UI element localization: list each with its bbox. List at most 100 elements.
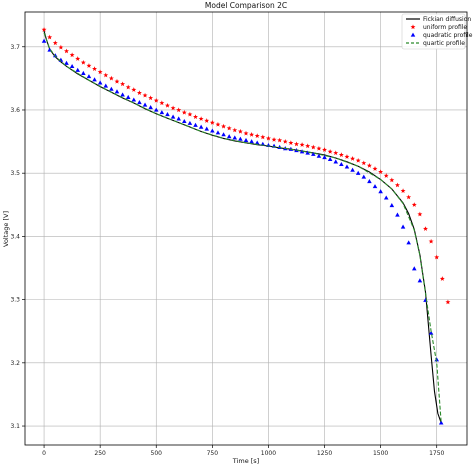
quadratic-profile-point bbox=[383, 195, 389, 200]
quadratic-profile-point bbox=[86, 74, 92, 79]
legend-label: Fickian diffusion bbox=[423, 16, 471, 23]
legend-swatch-uniform bbox=[410, 24, 416, 30]
quartic-profile-line bbox=[43, 32, 442, 423]
uniform-profile-point bbox=[249, 132, 255, 137]
uniform-profile-point bbox=[271, 137, 277, 142]
uniform-profile-point bbox=[294, 141, 299, 147]
uniform-profile-point bbox=[423, 226, 428, 231]
uniform-profile-point bbox=[305, 143, 311, 149]
uniform-profile-point bbox=[153, 97, 159, 103]
quadratic-profile-point bbox=[131, 97, 137, 102]
quadratic-profile-point bbox=[69, 63, 75, 69]
quadratic-profile-point bbox=[434, 357, 439, 362]
uniform-profile-point bbox=[406, 194, 412, 200]
x-tick-label: 1750 bbox=[429, 450, 444, 457]
quadratic-profile-point bbox=[389, 203, 395, 208]
uniform-profile-point bbox=[64, 48, 69, 54]
quadratic-profile-point bbox=[41, 38, 47, 43]
quadratic-profile-point bbox=[232, 135, 238, 140]
x-tick-label: 250 bbox=[94, 450, 106, 457]
quadratic-profile-point bbox=[372, 184, 378, 189]
y-tick-label: 3.5 bbox=[10, 170, 20, 177]
quadratic-profile-point bbox=[311, 151, 316, 156]
quadratic-profile-point bbox=[193, 122, 198, 127]
uniform-profile-point bbox=[383, 173, 389, 178]
quadratic-profile-point bbox=[339, 161, 344, 167]
quadratic-profile-point bbox=[322, 154, 327, 160]
legend-label: uniform profile bbox=[423, 24, 467, 31]
quadratic-profile-point bbox=[333, 159, 339, 164]
uniform-profile-point bbox=[310, 144, 316, 150]
uniform-profile-point bbox=[366, 163, 372, 168]
uniform-profile-point bbox=[209, 120, 215, 125]
uniform-profile-point bbox=[344, 154, 350, 159]
uniform-profile-point bbox=[159, 100, 165, 106]
uniform-profile-point bbox=[181, 109, 187, 115]
uniform-profile-point bbox=[92, 66, 98, 71]
quadratic-profile-point bbox=[125, 94, 131, 100]
quadratic-profile-point bbox=[75, 67, 81, 72]
uniform-profile-point bbox=[232, 127, 238, 133]
y-tick-label: 3.3 bbox=[10, 297, 20, 304]
quadratic-profile-point bbox=[243, 137, 249, 142]
uniform-profile-point bbox=[198, 116, 204, 121]
uniform-profile-point bbox=[103, 72, 109, 78]
quadratic-profile-point bbox=[355, 170, 361, 175]
uniform-profile-point bbox=[338, 152, 344, 157]
quadratic-profile-point bbox=[159, 110, 165, 115]
y-tick-label: 3.2 bbox=[10, 360, 20, 367]
quadratic-profile-point bbox=[210, 128, 215, 133]
x-tick-label: 1000 bbox=[261, 450, 276, 457]
quadratic-profile-point bbox=[428, 330, 434, 335]
uniform-profile-point bbox=[120, 81, 126, 87]
x-axis-ticks: 0 250 500 750 1000 1250 1500 1750 bbox=[42, 445, 445, 457]
uniform-profile-point bbox=[170, 105, 176, 111]
quadratic-profile-point bbox=[215, 130, 221, 135]
uniform-profile-point bbox=[288, 140, 294, 145]
uniform-profile-point bbox=[445, 299, 451, 305]
uniform-profile-point bbox=[125, 84, 131, 90]
quadratic-profile-point bbox=[187, 120, 193, 125]
quadratic-profile-point bbox=[226, 134, 232, 139]
quadratic-profile-point bbox=[316, 153, 322, 158]
uniform-profile-point bbox=[299, 142, 305, 147]
quadratic-profile-point bbox=[350, 167, 355, 172]
uniform-profile-point bbox=[47, 34, 53, 40]
chart-title: Model Comparison 2C bbox=[205, 1, 287, 10]
quadratic-profile-point bbox=[378, 189, 383, 194]
quadratic-profile-point bbox=[92, 77, 97, 82]
uniform-profile-point bbox=[75, 56, 81, 61]
quadratic-profile-point bbox=[198, 124, 204, 129]
quadratic-profile-point bbox=[109, 86, 114, 91]
legend-swatch-quadratic bbox=[410, 32, 416, 37]
quadratic-profile-point bbox=[400, 224, 406, 229]
uniform-profile-point bbox=[254, 133, 260, 138]
x-axis-label: Time [s] bbox=[232, 457, 259, 465]
quadratic-profile-point bbox=[361, 174, 367, 179]
quadratic-profile-point bbox=[114, 89, 120, 94]
quadratic-profile-point bbox=[103, 83, 109, 88]
y-tick-label: 3.4 bbox=[10, 233, 20, 240]
legend-box bbox=[401, 13, 466, 50]
uniform-profile-point bbox=[361, 160, 367, 166]
y-tick-label: 3.6 bbox=[10, 107, 20, 114]
quadratic-profile-point bbox=[411, 266, 417, 271]
uniform-profile-point bbox=[428, 238, 434, 244]
quadratic-profile-point bbox=[367, 179, 372, 184]
uniform-profile-point bbox=[372, 166, 378, 171]
uniform-profile-point bbox=[322, 147, 327, 152]
quadratic-profile-point bbox=[137, 99, 142, 105]
uniform-profile-point bbox=[187, 111, 193, 117]
x-tick-label: 0 bbox=[42, 450, 46, 457]
uniform-profile-point bbox=[131, 87, 137, 92]
uniform-profile-point bbox=[165, 102, 170, 108]
uniform-profile-point bbox=[226, 125, 232, 131]
uniform-profile-point bbox=[41, 27, 47, 32]
quadratic-profile-point bbox=[344, 164, 350, 169]
legend-label: quadratic profile bbox=[423, 32, 473, 39]
uniform-profile-point bbox=[355, 157, 361, 163]
uniform-profile-point bbox=[411, 202, 417, 207]
